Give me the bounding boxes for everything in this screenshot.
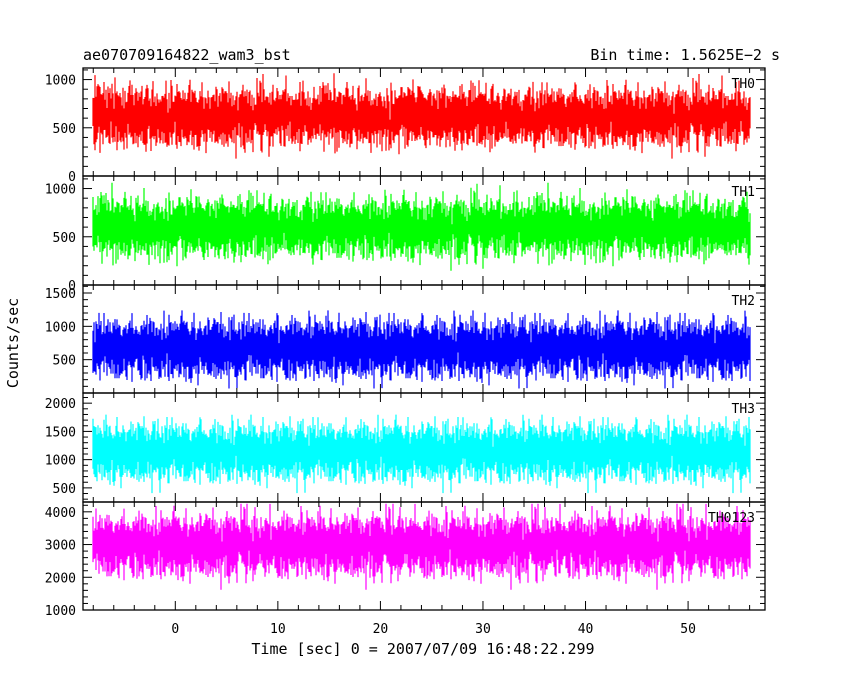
series-line-th0	[92, 73, 751, 159]
y-tick-label: 0	[68, 279, 76, 294]
y-tick-label: 500	[53, 482, 76, 497]
y-tick-label: 500	[53, 231, 76, 246]
series-label: TH0	[732, 77, 755, 92]
y-tick-label: 3000	[45, 539, 76, 554]
x-tick-label: 50	[680, 622, 696, 637]
series-label: TH1	[732, 185, 755, 200]
chart-title: ae070709164822_wam3_bst	[83, 46, 291, 64]
y-tick-label: 1500	[45, 287, 76, 302]
y-tick-label: 2000	[45, 571, 76, 586]
panel-th2: 500 1000 1500 TH2	[45, 284, 766, 394]
x-tick-label: 40	[578, 622, 594, 637]
y-tick-label: 1000	[45, 604, 76, 619]
series-line-th3	[92, 414, 751, 494]
y-tick-label: 500	[53, 122, 76, 137]
series-label: TH3	[732, 402, 755, 417]
y-axis-label: Counts/sec	[4, 298, 22, 388]
x-axis-label: Time [sec] 0 = 2007/07/09 16:48:22.299	[251, 640, 594, 658]
series-line-th2	[92, 310, 751, 389]
x-tick-label: 30	[475, 622, 491, 637]
panel-th3: 500 1000 1500 2000 TH3	[45, 392, 766, 503]
series-label: TH0123	[708, 511, 755, 526]
y-tick-label: 0	[68, 170, 76, 185]
x-tick-label: 10	[270, 622, 286, 637]
y-tick-label: 4000	[45, 506, 76, 521]
y-tick-label: 1000	[45, 74, 76, 89]
y-tick-label: 1000	[45, 183, 76, 198]
bin-time-label: Bin time: 1.5625E−2 s	[590, 46, 780, 64]
y-tick-label: 1500	[45, 425, 76, 440]
y-tick-label: 1000	[45, 454, 76, 469]
panel-th1: 0 500 1000 TH1	[45, 175, 766, 294]
y-tick-label: 1000	[45, 320, 76, 335]
x-tick-label: 20	[373, 622, 389, 637]
series-line-th0123	[92, 503, 751, 590]
y-tick-label: 2000	[45, 397, 76, 412]
series-line-th1	[92, 182, 751, 271]
series-label: TH2	[732, 294, 755, 309]
x-tick-label: 0	[171, 622, 179, 637]
panel-th0: 0 500 1000 TH0	[45, 67, 766, 185]
y-tick-label: 500	[53, 354, 76, 369]
panel-th0123: 1000 2000 3000 4000 TH0123	[45, 501, 766, 619]
panel-frame	[82, 501, 766, 611]
